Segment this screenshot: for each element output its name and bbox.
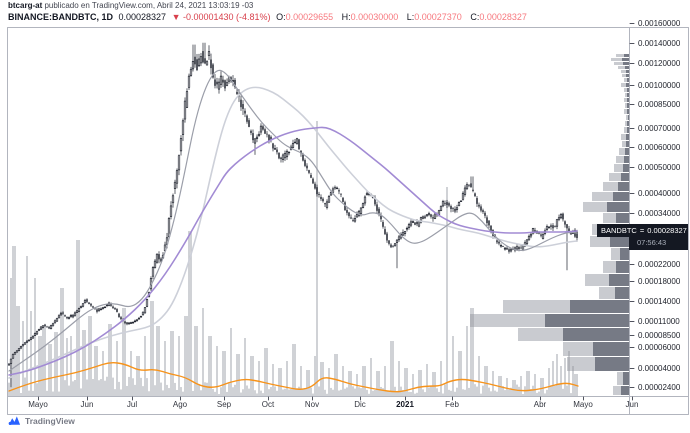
time-axis-label: 2021 xyxy=(396,400,414,409)
price-axis-label: 0.00100000 xyxy=(638,81,681,90)
high-value: 0.00030000 xyxy=(350,12,399,22)
chart-plot-area[interactable] xyxy=(8,28,629,396)
ohlc-low: L:0.00027370 xyxy=(407,12,465,22)
ohlc-high: H:0.00030000 xyxy=(342,12,402,22)
tradingview-logo-icon[interactable] xyxy=(8,415,21,427)
time-axis-label: Jun xyxy=(80,400,94,409)
time-axis-label: Mayo xyxy=(28,400,48,409)
time-axis-label: Oct xyxy=(261,400,275,409)
high-label: H: xyxy=(341,12,351,22)
ohlc-open: O:0.00029655 xyxy=(276,12,336,22)
ohlc-close: C:0.00028327 xyxy=(470,12,530,22)
time-axis-label: Feb xyxy=(445,400,459,409)
open-value: 0.00029655 xyxy=(285,12,334,22)
low-value: 0.00027370 xyxy=(414,12,462,22)
price-axis-label: 0.00034000 xyxy=(638,209,681,218)
time-axis-label: Ago xyxy=(172,400,188,409)
time-axis-label: Abr xyxy=(533,400,547,409)
price-axis-label: 0.00050000 xyxy=(638,163,681,172)
price-axis-label: 0.00018000 xyxy=(638,277,681,286)
price-axis-label: 0.00008500 xyxy=(638,331,681,340)
price-axis-label: 0.00120000 xyxy=(638,59,681,68)
time-axis-label: Jul xyxy=(126,400,138,409)
brand-name[interactable]: TradingView xyxy=(25,416,75,426)
time-axis-label: Jun xyxy=(625,400,639,409)
low-label: L: xyxy=(406,12,415,22)
publication-header: btcarg-at publicado en TradingView.com, … xyxy=(8,1,533,23)
symbol-title: BINANCE:BANDBTC, 1D xyxy=(8,12,113,22)
price-axis-label: 0.00011000 xyxy=(638,317,680,326)
author-name: btcarg-at xyxy=(8,1,43,10)
price-axis-label: 0.00140000 xyxy=(638,39,681,48)
symbol-status-line: BINANCE:BANDBTC, 1D 0.00028327 ▼ -0.0000… xyxy=(8,12,533,23)
price-axis-label: 0.00160000 xyxy=(638,19,681,28)
price-axis-label: 0.00004000 xyxy=(638,364,681,373)
price-axis-label: 0.00022000 xyxy=(638,260,681,269)
byline: btcarg-at publicado en TradingView.com, … xyxy=(8,1,533,11)
bar-countdown: 07:56:43 xyxy=(629,237,688,250)
price-axis-label: 0.00014000 xyxy=(638,297,681,306)
footer-brand: TradingView xyxy=(8,415,75,427)
series-symbol: BANDBTC xyxy=(601,226,637,235)
price-axis-label: 0.00006000 xyxy=(638,343,681,352)
price-axis-label: 0.00060000 xyxy=(638,143,681,152)
time-axis-label: Nov xyxy=(304,400,320,409)
time-axis-label: Mayo xyxy=(573,400,593,409)
price-change: ▼ -0.00001430 (-4.81%) xyxy=(171,12,271,22)
time-axis-label: Sep xyxy=(216,400,232,409)
series-price-label: BANDBTC = 0.00028327 xyxy=(597,224,688,237)
close-label: C: xyxy=(470,12,480,22)
price-axis-label: 0.00070000 xyxy=(638,124,681,133)
open-label: O: xyxy=(276,12,286,22)
price-axis-label: 0.00040000 xyxy=(638,189,681,198)
publication-info: publicado en TradingView.com, Abril 24, … xyxy=(42,1,254,10)
last-price: 0.00028327 xyxy=(118,12,167,22)
price-axis-label: 0.00002400 xyxy=(638,383,681,392)
price-axis-label: 0.00085000 xyxy=(638,100,681,109)
equals-sign: = xyxy=(639,226,645,235)
time-axis-label: Dic xyxy=(354,400,366,409)
close-value: 0.00028327 xyxy=(479,12,527,22)
series-last-price: 0.00028327 xyxy=(647,226,687,235)
